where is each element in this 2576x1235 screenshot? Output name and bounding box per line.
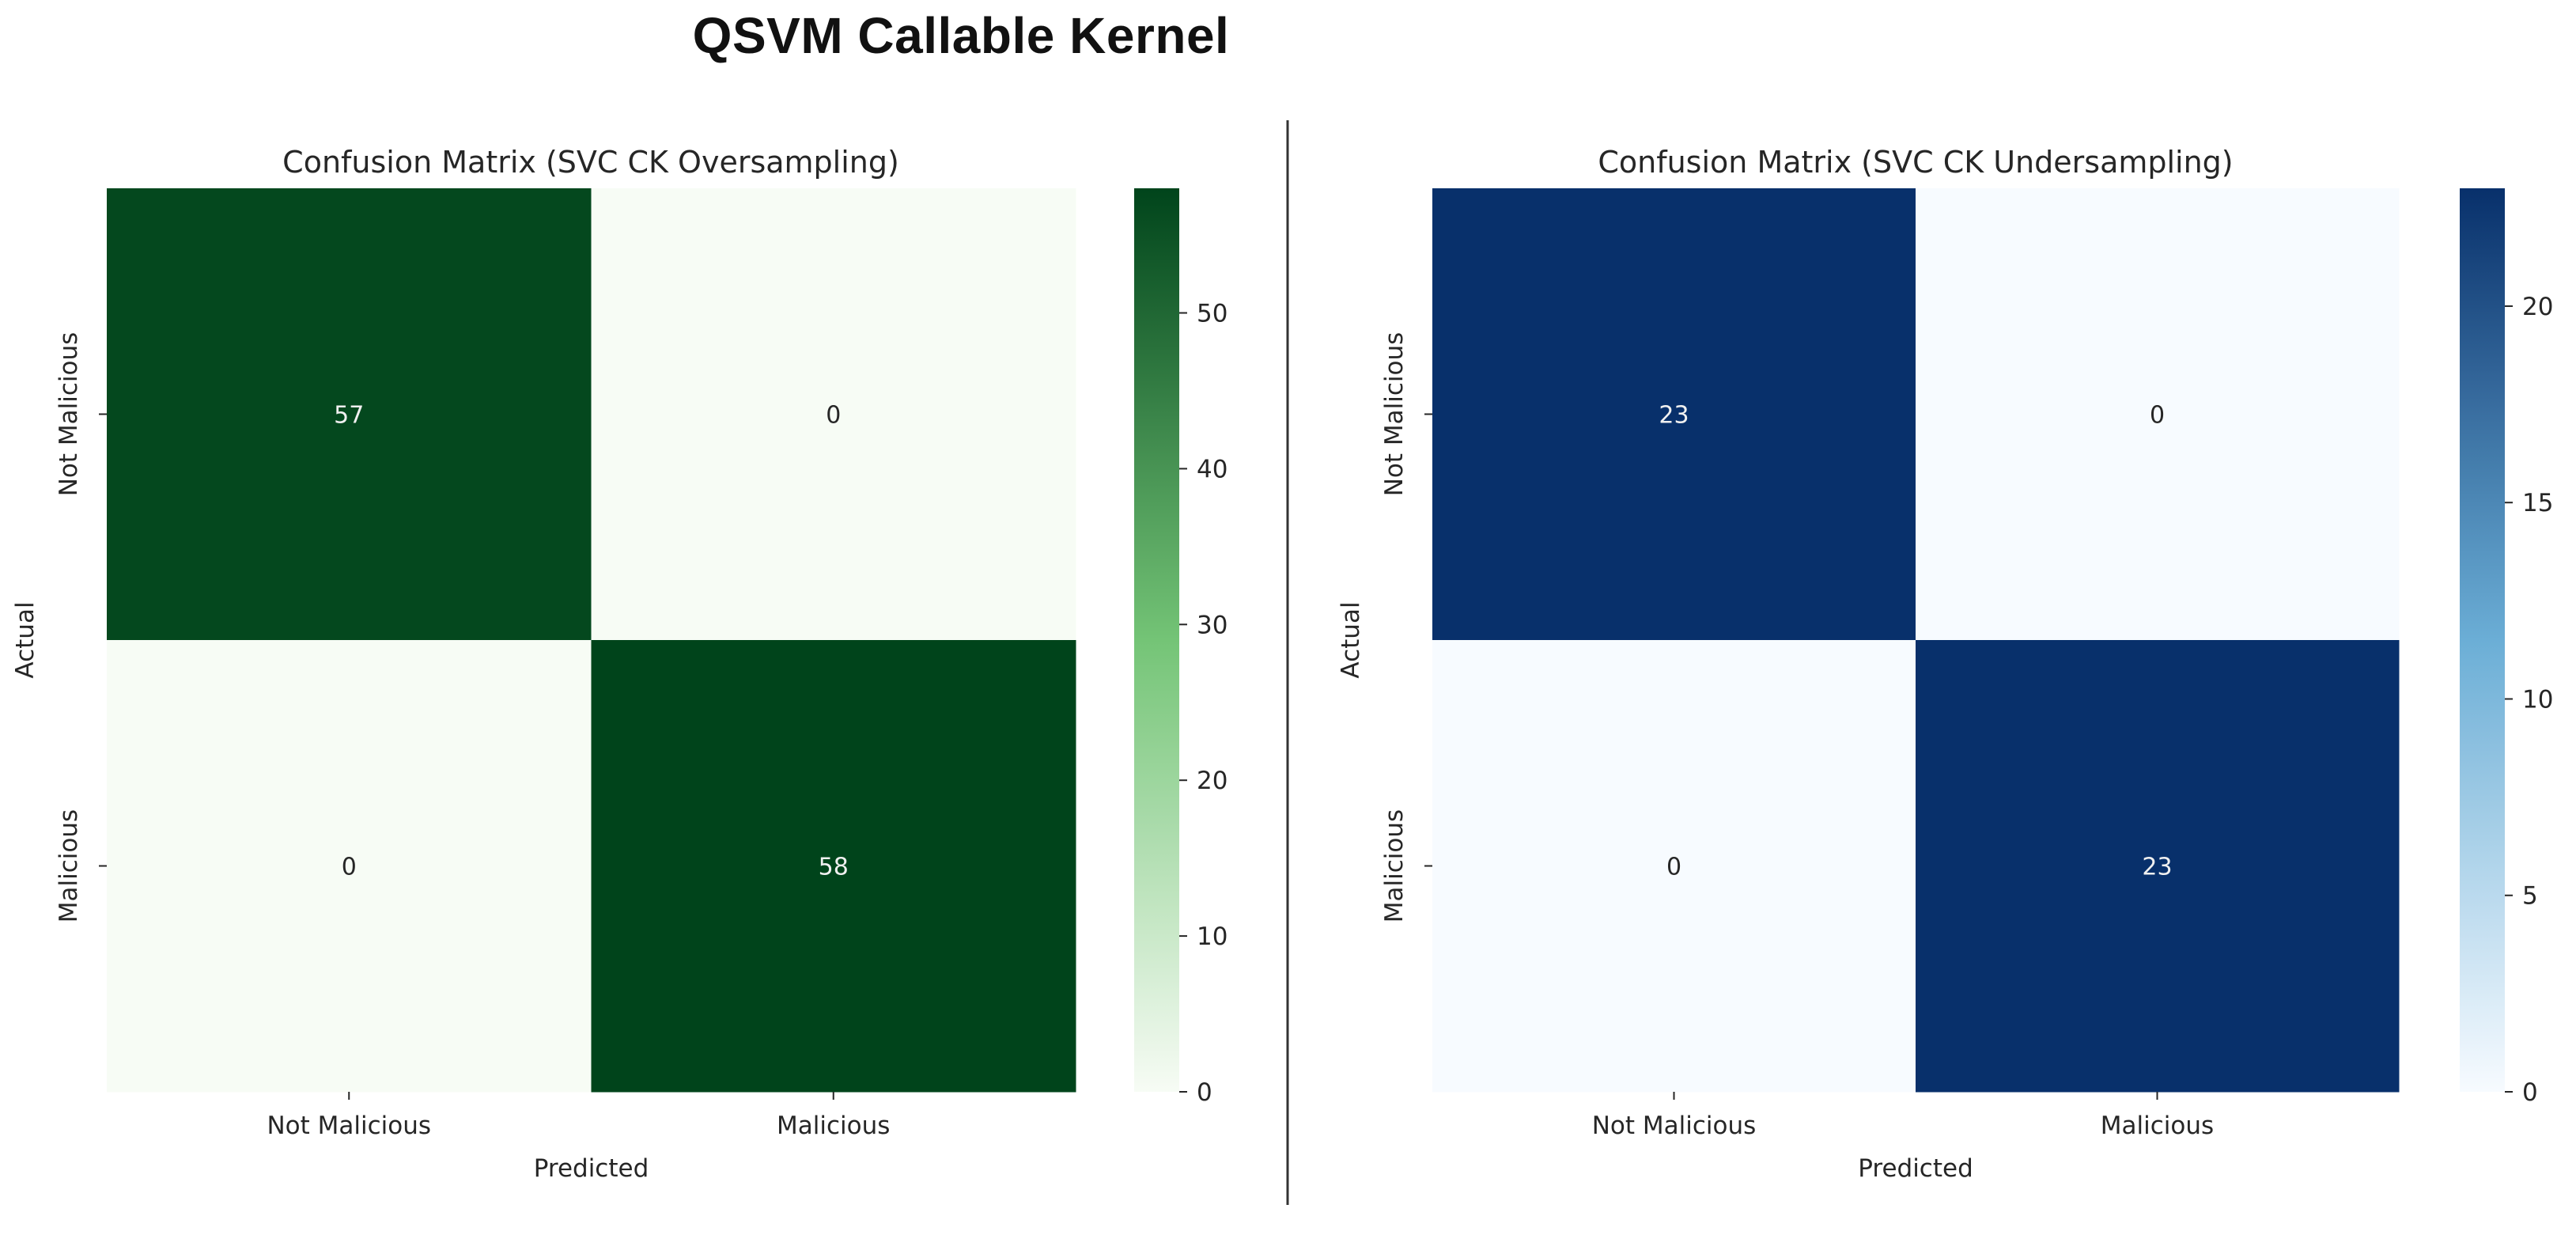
y-tick-label: Malicious [55,809,83,922]
confusion-matrix-oversampling: Confusion Matrix (SVC CK Oversampling) 57… [11,145,1227,1183]
x-axis-label: Predicted [534,1154,649,1183]
cell-value-label: 23 [1659,402,1689,430]
colorbar-tick-label: 30 [1197,611,1227,639]
heatmap-cell-r1-c1 [591,640,1076,1093]
colorbar-tick-label: 20 [1197,767,1227,795]
cell-value-label: 58 [819,854,849,881]
y-axis-label: Actual [1337,601,1365,678]
cell-value-label: 57 [334,402,364,430]
cell-value-label: 0 [2150,402,2165,430]
cell-value-label: 0 [1666,854,1681,881]
y-tick-label: Malicious [1380,809,1409,922]
colorbar-tick-label: 15 [2522,489,2553,517]
heatmap-cell-r0-c1 [591,188,1076,641]
y-axis-label: Actual [11,601,40,678]
cell-value-label: 0 [342,854,357,881]
heatmap-cell-r1-c1 [1916,640,2400,1093]
colorbar-tick-label: 50 [1197,300,1227,328]
colorbar [1134,188,1179,1092]
cell-value-label: 23 [2142,854,2172,881]
heatmap-cell-r1-c0 [1432,640,1916,1093]
colorbar-tick-label: 5 [2522,882,2538,911]
heatmap-cell-r0-c0 [1432,188,1916,641]
x-axis-label: Predicted [1858,1154,1973,1183]
heatmap-cell-r1-c0 [107,640,592,1093]
x-tick-label: Malicious [2101,1112,2214,1140]
cell-value-label: 0 [826,402,841,430]
page-title: QSVM Callable Kernel [692,7,1230,64]
colorbar-tick-label: 10 [2522,685,2553,714]
colorbar-tick-label: 0 [1197,1078,1212,1107]
x-tick-label: Malicious [777,1112,890,1140]
x-tick-label: Not Malicious [267,1112,431,1140]
colorbar [2460,188,2505,1092]
colorbar-tick-label: 40 [1197,455,1227,483]
colorbar-tick-label: 20 [2522,293,2553,321]
chart-title: Confusion Matrix (SVC CK Oversampling) [282,145,899,180]
colorbar-tick-label: 10 [1197,922,1227,951]
confusion-matrix-undersampling: Confusion Matrix (SVC CK Undersampling) 2… [1337,145,2553,1183]
heatmap-cell-r0-c0 [107,188,592,641]
y-tick-label: Not Malicious [55,332,83,497]
chart-title: Confusion Matrix (SVC CK Undersampling) [1598,145,2233,180]
y-tick-label: Not Malicious [1380,332,1409,497]
x-tick-label: Not Malicious [1592,1112,1757,1140]
colorbar-tick-label: 0 [2522,1078,2538,1107]
heatmap-cell-r0-c1 [1916,188,2400,641]
